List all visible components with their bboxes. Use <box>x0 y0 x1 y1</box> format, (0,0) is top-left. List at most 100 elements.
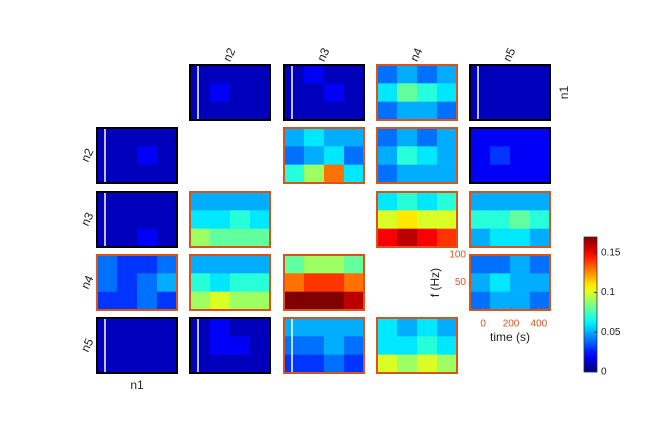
heatmap-cell <box>397 128 418 147</box>
heatmap-cell <box>530 164 551 184</box>
heatmap-cell <box>157 146 178 165</box>
heatmap-cell <box>377 83 398 102</box>
heatmap-cell <box>304 273 325 292</box>
heatmap-cell <box>377 210 398 229</box>
heatmap-cell <box>397 228 418 248</box>
heatmap-cell <box>344 336 365 355</box>
heatmap-cell <box>230 336 251 355</box>
heatmap-cell <box>470 128 491 147</box>
panel-border <box>469 64 551 121</box>
panel-border <box>189 317 271 374</box>
heatmap-cell <box>117 318 138 337</box>
heatmap-cell <box>137 354 158 374</box>
heatmap-cell <box>210 101 231 121</box>
heatmap-cell <box>510 273 531 292</box>
heatmap-cell <box>250 336 271 355</box>
heatmap-cell <box>344 354 365 374</box>
heatmap-cell <box>230 255 251 274</box>
heatmap-cell <box>304 128 325 147</box>
row-label: n5 <box>78 336 96 354</box>
heatmap-cell <box>324 146 345 165</box>
column-label: n1 <box>130 378 144 392</box>
heatmap-cell <box>97 336 118 355</box>
heatmap-cell <box>137 146 158 165</box>
heatmap-cell <box>190 228 211 248</box>
heatmap-cell <box>510 83 531 102</box>
heatmap-cell <box>344 273 365 292</box>
heatmap-cell <box>397 146 418 165</box>
heatmap-cell <box>490 128 511 147</box>
heatmap-cell <box>324 101 345 121</box>
heatmap-cell <box>230 210 251 229</box>
heatmap-cell <box>137 210 158 229</box>
heatmap-cell <box>157 128 178 147</box>
heatmap-cell <box>304 65 325 84</box>
heatmap-cell <box>210 354 231 374</box>
heatmap-cell <box>137 318 158 337</box>
heatmap-cell <box>324 273 345 292</box>
heatmap-cell <box>417 146 438 165</box>
heatmap-cell <box>397 336 418 355</box>
spectrogram-panel <box>189 191 271 248</box>
heatmap-cell <box>470 146 491 165</box>
spectrogram-panel <box>376 64 458 121</box>
heatmap-cell <box>97 273 118 292</box>
spectrogram-panel <box>376 191 458 248</box>
heatmap-cell <box>97 164 118 184</box>
heatmap-cell <box>250 354 271 374</box>
heatmap-cell <box>157 210 178 229</box>
heatmap-cell <box>490 255 511 274</box>
heatmap-cell <box>230 228 251 248</box>
heatmap-cell <box>490 101 511 121</box>
colorbar-tick-label: 0.05 <box>601 327 621 338</box>
heatmap-cell <box>157 318 178 337</box>
heatmap-cell <box>510 164 531 184</box>
heatmap-cell <box>284 291 305 311</box>
spectrogram-panel <box>376 127 458 184</box>
panel-border <box>189 254 271 311</box>
spectrogram-panel <box>376 317 458 374</box>
spectrogram-panel <box>96 191 178 248</box>
heatmap-cell <box>210 255 231 274</box>
heatmap-cell <box>284 128 305 147</box>
heatmap-cell <box>137 228 158 248</box>
heatmap-cell <box>250 210 271 229</box>
heatmap-cell <box>210 273 231 292</box>
heatmap-cell <box>344 83 365 102</box>
heatmap-cell <box>157 273 178 292</box>
heatmap-cell <box>324 128 345 147</box>
heatmap-cell <box>250 101 271 121</box>
heatmap-cell <box>97 128 118 147</box>
panel-border <box>96 191 178 248</box>
heatmap-cell <box>210 210 231 229</box>
heatmap-cell <box>530 273 551 292</box>
panel-border <box>96 254 178 311</box>
heatmap-cell <box>250 228 271 248</box>
heatmap-cell <box>324 336 345 355</box>
heatmap-cell <box>137 128 158 147</box>
heatmap-cell <box>190 192 211 211</box>
heatmap-cell <box>250 318 271 337</box>
heatmap-cell <box>437 354 458 374</box>
heatmap-cell <box>417 65 438 84</box>
heatmap-cell <box>437 318 458 337</box>
heatmap-cell <box>137 291 158 311</box>
heatmap-cell <box>284 354 305 374</box>
panel-border <box>96 317 178 374</box>
heatmap-cell <box>284 101 305 121</box>
spectrogram-panel <box>469 127 551 184</box>
heatmap-cell <box>417 336 438 355</box>
heatmap-cell <box>304 164 325 184</box>
spectrogram-panel <box>96 254 178 311</box>
heatmap-cell <box>490 146 511 165</box>
panel-border <box>189 64 271 121</box>
column-label: n4 <box>407 45 425 63</box>
heatmap-cell <box>417 164 438 184</box>
panel-border <box>283 64 365 121</box>
heatmap-cell <box>324 354 345 374</box>
heatmap-cell <box>470 228 491 248</box>
heatmap-cell <box>437 228 458 248</box>
heatmap-cell <box>324 318 345 337</box>
heatmap-cell <box>490 164 511 184</box>
